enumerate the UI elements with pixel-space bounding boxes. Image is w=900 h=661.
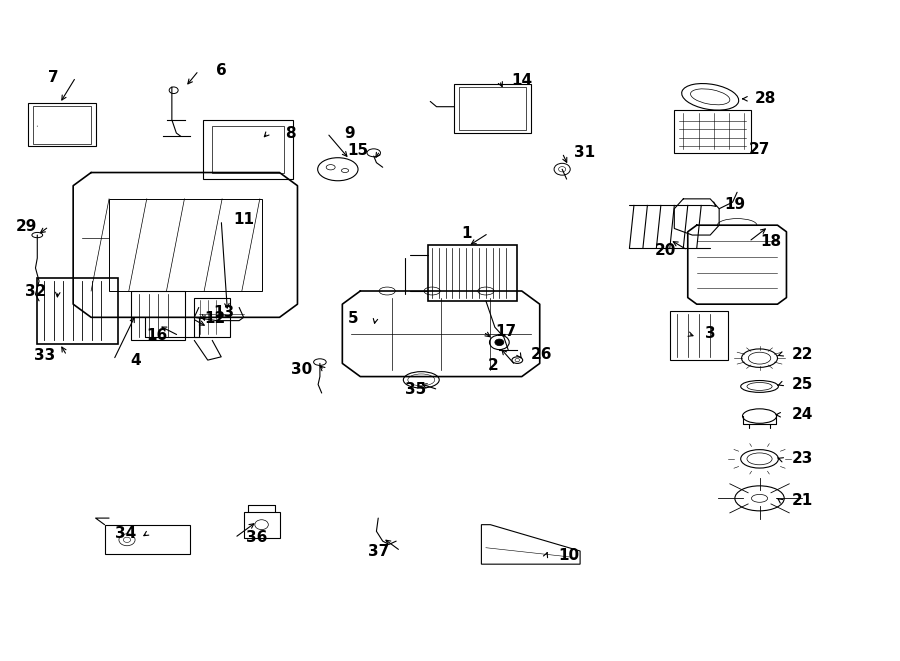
Text: 18: 18 (760, 234, 782, 249)
Text: 27: 27 (749, 142, 770, 157)
Text: 21: 21 (792, 493, 814, 508)
Text: 23: 23 (792, 451, 814, 467)
Text: 1: 1 (461, 225, 472, 241)
Bar (674, 110, 751, 153)
Text: 29: 29 (16, 219, 37, 234)
Bar (244, 512, 280, 538)
Text: 19: 19 (724, 196, 746, 212)
Text: 34: 34 (114, 525, 136, 541)
Bar (37, 278, 118, 344)
Text: 17: 17 (495, 325, 517, 339)
Text: 13: 13 (213, 305, 235, 319)
Bar (104, 525, 190, 555)
Text: 6: 6 (216, 63, 227, 78)
Text: 3: 3 (705, 327, 716, 341)
Text: 33: 33 (34, 348, 55, 363)
Bar (194, 297, 230, 337)
Text: 4: 4 (130, 352, 141, 368)
Bar (131, 291, 185, 340)
Text: 10: 10 (558, 548, 579, 563)
Text: 20: 20 (654, 243, 676, 258)
Text: 37: 37 (367, 543, 389, 559)
Text: 12: 12 (204, 311, 226, 326)
Text: 22: 22 (792, 347, 814, 362)
Text: 16: 16 (146, 329, 167, 343)
Text: 15: 15 (347, 143, 368, 158)
Bar (32, 106, 91, 143)
Text: 32: 32 (25, 284, 46, 299)
Text: 28: 28 (755, 91, 777, 106)
Text: 30: 30 (292, 362, 312, 377)
Bar (454, 84, 531, 133)
Text: 35: 35 (405, 382, 427, 397)
Text: 9: 9 (344, 126, 355, 141)
Bar (109, 199, 262, 291)
Text: 14: 14 (511, 73, 532, 88)
Text: 7: 7 (48, 69, 58, 85)
Bar (459, 87, 526, 130)
Bar (28, 103, 95, 146)
Bar (428, 245, 518, 301)
Ellipse shape (495, 339, 504, 346)
Text: 2: 2 (488, 358, 499, 373)
Bar (670, 311, 728, 360)
Text: 11: 11 (233, 212, 254, 227)
Text: 31: 31 (574, 145, 595, 160)
Text: 24: 24 (792, 407, 814, 422)
Text: 25: 25 (792, 377, 814, 392)
Text: 5: 5 (347, 311, 358, 326)
Text: 26: 26 (531, 347, 553, 362)
Bar (203, 120, 293, 179)
Text: 36: 36 (247, 530, 268, 545)
Bar (212, 126, 284, 173)
Text: 8: 8 (285, 126, 295, 141)
